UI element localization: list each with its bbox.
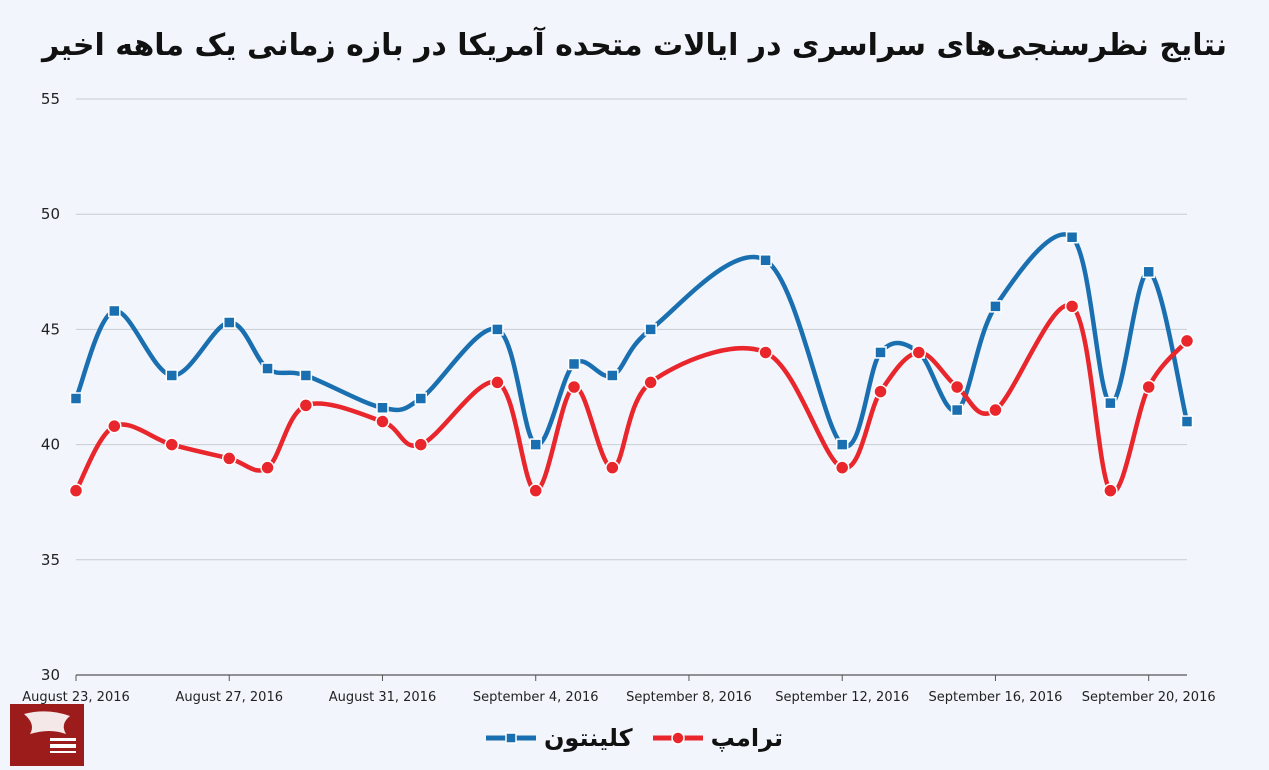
data-point-square <box>108 304 121 318</box>
data-point-square <box>644 323 657 336</box>
data-point-square <box>835 438 849 451</box>
data-point-square <box>759 254 772 267</box>
legend-item-trump[interactable]: ترامپ <box>652 724 784 752</box>
data-point-square <box>606 369 619 382</box>
legend-label-clinton: کلینتون <box>543 724 633 752</box>
chart-legend: کلینتون ترامپ <box>0 724 1269 752</box>
x-tick-label: September 16, 2016 <box>929 690 1063 705</box>
data-point-square <box>1142 265 1155 279</box>
data-point-square <box>950 403 964 417</box>
data-point-circle <box>988 402 1003 418</box>
data-point-circle <box>1103 483 1118 498</box>
data-point-circle <box>643 375 658 390</box>
data-point-circle <box>1179 333 1195 349</box>
y-tick-label: 45 <box>41 320 60 338</box>
data-point-circle <box>260 460 275 475</box>
data-point-circle <box>949 379 965 395</box>
chart-title: نتایج نظرسنجی‌های سراسری در ایالات متحده… <box>42 28 1227 63</box>
data-point-square <box>69 392 83 405</box>
data-point-circle <box>758 345 773 360</box>
tick-labels: 30 35 40 45 50 55 August 23, 2016 August 27, 20… <box>22 90 1215 705</box>
x-tick-label: August 23, 2016 <box>22 690 130 705</box>
data-point-circle <box>164 437 180 452</box>
data-point-square <box>491 323 504 336</box>
gridlines <box>76 98 1187 561</box>
x-tick-label: September 4, 2016 <box>473 690 599 705</box>
data-point-square <box>874 346 887 359</box>
data-point-circle <box>605 460 620 475</box>
data-point-circle <box>221 451 237 466</box>
legend-swatch-clinton <box>485 732 536 744</box>
x-tick-label: September 20, 2016 <box>1082 690 1216 705</box>
data-point-circle <box>298 398 314 413</box>
data-point-square <box>1180 415 1194 428</box>
y-tick-label: 55 <box>41 90 60 108</box>
y-tick-label: 40 <box>41 436 60 454</box>
data-point-square <box>376 401 389 414</box>
data-point-square <box>222 316 236 329</box>
data-point-circle <box>490 375 505 390</box>
y-tick-label: 50 <box>41 205 60 223</box>
data-point-square <box>299 369 313 382</box>
series-lines <box>68 230 1195 498</box>
data-point-square <box>529 438 542 451</box>
data-point-circle <box>68 483 84 498</box>
data-point-circle <box>375 414 390 429</box>
x-tick-label: August 31, 2016 <box>329 690 437 705</box>
data-point-circle <box>528 483 543 498</box>
data-point-circle <box>873 384 888 399</box>
data-point-square <box>567 357 581 371</box>
data-point-circle <box>413 437 429 452</box>
x-tick-label: September 12, 2016 <box>775 690 909 705</box>
y-tick-label: 35 <box>41 551 60 569</box>
data-point-square <box>261 362 274 375</box>
data-point-circle <box>834 460 850 475</box>
y-tick-label: 30 <box>41 666 60 684</box>
legend-swatch-trump <box>652 731 703 745</box>
data-point-square <box>1065 230 1079 244</box>
data-point-circle <box>1064 299 1080 314</box>
data-point-square <box>989 300 1002 313</box>
x-tick-label: September 8, 2016 <box>626 690 752 705</box>
legend-label-trump: ترامپ <box>710 724 784 752</box>
axes <box>75 674 1187 681</box>
x-tick-label: August 27, 2016 <box>175 690 283 705</box>
legend-item-clinton[interactable]: کلینتون <box>485 724 633 752</box>
tasnim-logo <box>10 704 84 766</box>
data-point-square <box>414 392 428 405</box>
data-point-circle <box>566 379 582 395</box>
data-point-square <box>165 369 179 382</box>
data-point-circle <box>107 418 122 434</box>
data-point-circle <box>1141 379 1156 395</box>
data-point-square <box>1104 396 1117 410</box>
series-line-1 <box>73 302 1190 495</box>
data-point-circle <box>911 345 927 360</box>
